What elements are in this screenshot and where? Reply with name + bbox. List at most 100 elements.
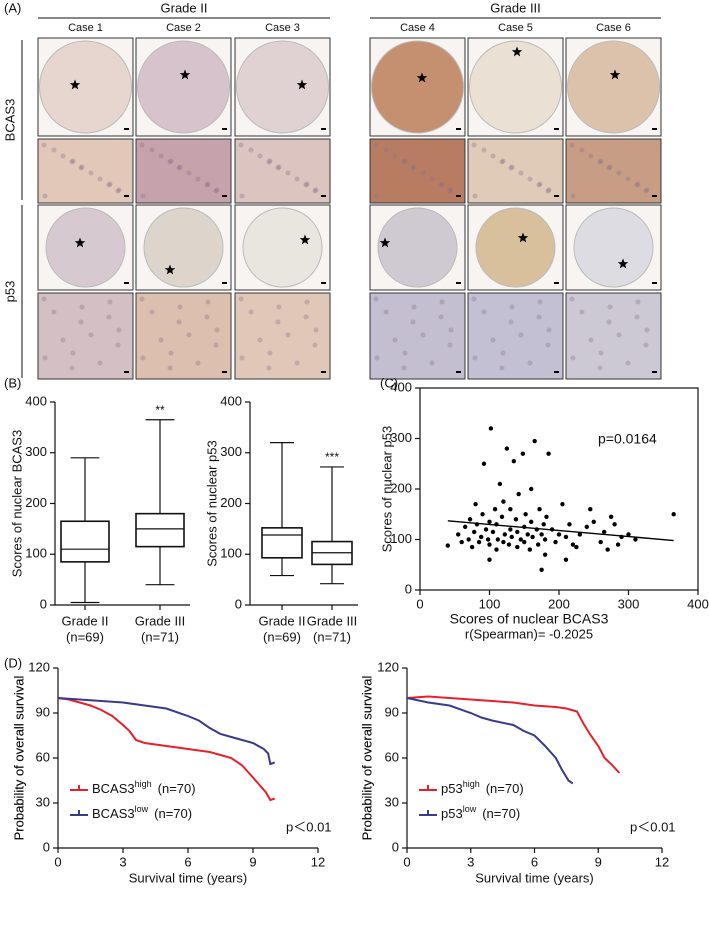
cell-texture xyxy=(177,304,183,310)
point xyxy=(515,529,520,535)
point xyxy=(515,544,520,550)
y-axis-label: Probability of overall survival xyxy=(11,676,26,841)
cell-texture xyxy=(606,319,612,325)
point xyxy=(501,539,506,545)
cell-texture xyxy=(294,176,300,182)
x-axis-label: Scores of nuclear BCAS3 xyxy=(450,611,609,627)
star-marker xyxy=(296,79,308,90)
cell-texture xyxy=(625,176,631,182)
box xyxy=(60,520,110,563)
point xyxy=(511,459,517,464)
point xyxy=(504,446,510,451)
point xyxy=(485,537,491,542)
cell-texture xyxy=(116,327,122,333)
star-marker xyxy=(379,237,391,248)
cell-texture xyxy=(500,158,506,164)
cell-texture xyxy=(536,314,542,320)
point xyxy=(588,507,593,512)
cell-texture xyxy=(238,296,244,302)
cell-texture xyxy=(545,342,551,348)
point xyxy=(518,537,523,542)
x-axis-label: Survival time (years) xyxy=(475,870,593,885)
point xyxy=(574,544,579,550)
point xyxy=(553,539,558,545)
tissue-image xyxy=(565,138,662,204)
cell-texture xyxy=(168,350,174,356)
subtitle: r(Spearman)= -0.2025 xyxy=(465,626,593,641)
cell-texture xyxy=(60,337,66,343)
star-marker xyxy=(69,79,81,90)
x-tick-label: 300 xyxy=(618,596,640,611)
cell-texture xyxy=(267,350,273,356)
point xyxy=(615,542,621,547)
cell-texture xyxy=(537,181,543,187)
legend-count: (n=70) xyxy=(158,781,196,796)
cell-texture xyxy=(276,304,282,310)
y-tick-label: 200 xyxy=(390,480,412,495)
cell-texture xyxy=(508,165,514,171)
cell-texture xyxy=(186,332,192,338)
tissue-image xyxy=(234,138,331,204)
cell-texture xyxy=(303,314,309,320)
point xyxy=(506,542,512,547)
point xyxy=(494,547,499,552)
row-label: BCAS3 xyxy=(2,99,17,142)
point xyxy=(529,486,534,492)
x-tick-label: 3 xyxy=(119,854,126,869)
y-tick-label: 400 xyxy=(220,393,242,408)
cell-texture xyxy=(106,182,112,188)
point xyxy=(671,512,676,517)
cell-texture xyxy=(79,164,85,170)
cell-texture xyxy=(537,299,543,305)
point xyxy=(508,507,513,512)
cell-texture xyxy=(239,193,245,199)
point xyxy=(560,501,565,507)
panel-label: (B) xyxy=(4,375,21,390)
tissue-core xyxy=(475,207,556,288)
point xyxy=(466,537,471,542)
legend-sup: high xyxy=(135,779,152,789)
tissue-image xyxy=(37,138,134,204)
legend-sup: low xyxy=(463,804,477,814)
cell-texture xyxy=(527,176,533,182)
cell-texture xyxy=(448,187,454,193)
cell-texture xyxy=(195,176,201,182)
cell-texture xyxy=(644,327,650,333)
cell-texture xyxy=(569,296,575,302)
significance: *** xyxy=(325,450,339,464)
cell-texture xyxy=(266,365,272,371)
x-tick-label: 9 xyxy=(595,854,602,869)
point xyxy=(480,512,485,517)
cell-texture xyxy=(78,319,84,325)
cell-texture xyxy=(410,319,416,325)
point xyxy=(456,532,461,537)
cell-texture xyxy=(545,188,551,194)
point xyxy=(508,527,513,532)
cell-texture xyxy=(635,299,641,305)
cell-texture xyxy=(213,342,219,348)
point xyxy=(467,517,473,522)
legend-entry: BCAS3low (n=70) xyxy=(92,804,192,821)
cell-texture xyxy=(158,337,164,343)
cell-texture xyxy=(168,158,174,164)
point xyxy=(483,527,489,532)
cell-texture xyxy=(257,153,263,159)
point xyxy=(499,514,505,519)
cell-texture xyxy=(186,170,192,176)
box xyxy=(261,527,303,559)
case-label: Case 5 xyxy=(498,22,533,34)
cell-texture xyxy=(275,165,281,171)
point xyxy=(535,542,541,547)
point xyxy=(541,522,546,527)
cell-texture xyxy=(392,337,398,343)
y-tick-label: 200 xyxy=(25,495,47,510)
cell-texture xyxy=(429,176,435,182)
legend-name: BCAS3 xyxy=(92,781,135,796)
x-tick-note: (n=69) xyxy=(263,629,301,644)
cell-texture xyxy=(294,360,300,366)
cell-texture xyxy=(644,187,650,193)
legend-count: (n=70) xyxy=(482,806,520,821)
y-tick-label: 30 xyxy=(36,794,50,809)
tissue-core xyxy=(242,207,323,288)
point xyxy=(546,451,551,456)
